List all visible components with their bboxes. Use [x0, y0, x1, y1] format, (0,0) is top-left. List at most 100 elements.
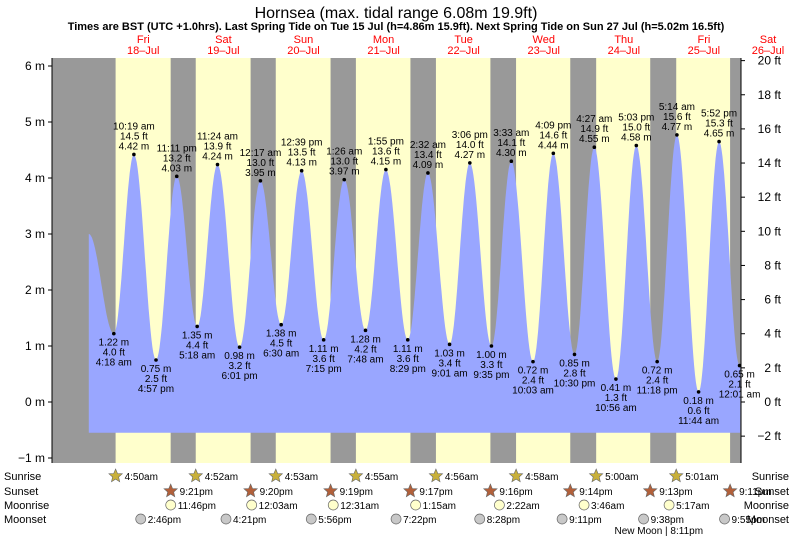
tide-height-m: 4.58 m: [621, 133, 652, 144]
high-tide-point: [342, 177, 347, 182]
tide-time: 12:17 am: [240, 148, 282, 159]
high-tide-point: [258, 179, 263, 183]
tide-time: 5:14 am: [659, 102, 695, 113]
tide-height-ft: 4.0 ft: [103, 348, 125, 359]
tide-time: 2:32 am: [410, 140, 446, 151]
high-tide-point: [299, 168, 304, 173]
tide-height-ft: 13.2 ft: [163, 153, 191, 164]
high-tide-point: [426, 171, 430, 175]
low-tide-label: 1.38 m4.5 ft6:30 am: [263, 329, 299, 360]
sunset-time: 9:17pm: [419, 487, 452, 498]
low-tide-point: [154, 358, 158, 362]
tide-height-ft: 2.4 ft: [646, 376, 668, 387]
tide-time: 4:57 pm: [138, 384, 174, 395]
low-tide-point: [531, 359, 535, 364]
tide-time: 4:09 pm: [535, 120, 571, 131]
tide-time: 3:06 pm: [452, 130, 488, 141]
tide-height-m: 4.03 m: [161, 163, 192, 174]
sunrise-icon: [588, 468, 604, 483]
sunset-time: 9:14pm: [579, 487, 612, 498]
sunset-icon: [163, 483, 179, 498]
right-tick-label: −2 ft: [757, 429, 781, 443]
right-tick-label: 4 ft: [764, 327, 781, 341]
right-tick-label: 8 ft: [764, 258, 781, 272]
moonset-time: 9:38pm: [651, 515, 684, 526]
high-tide-point: [717, 139, 721, 144]
tide-height-ft: 15.6 ft: [663, 112, 691, 123]
low-tide-label: 1.11 m3.6 ft7:15 pm: [306, 344, 342, 375]
tide-height-ft: 2.8 ft: [563, 368, 585, 379]
tide-time: 10:19 am: [113, 121, 155, 132]
tide-height-ft: 14.5 ft: [120, 131, 148, 142]
tide-height-m: 4.13 m: [286, 158, 317, 169]
tide-time: 7:48 am: [347, 354, 383, 365]
row-label-left: Sunset: [4, 486, 38, 498]
tide-height-m: 4.65 m: [704, 129, 735, 140]
day-date: 24–Jul: [608, 45, 640, 57]
moonset-icon: [474, 513, 486, 525]
low-tide-label: 1.03 m3.4 ft9:01 am: [431, 348, 467, 379]
sunset-time: 9:11pm: [739, 487, 772, 498]
tide-height-ft: 2.5 ft: [145, 374, 167, 385]
tide-height-ft: 3.3 ft: [480, 360, 502, 371]
tide-height-m: 0.72 m: [518, 366, 549, 377]
tide-time: 12:39 pm: [281, 138, 323, 149]
tide-time: 11:44 am: [678, 416, 719, 427]
tide-time: 11:24 am: [197, 132, 238, 143]
low-tide-label: 0.98 m3.2 ft6:01 pm: [221, 351, 257, 382]
tide-height-m: 1.28 m: [350, 334, 381, 345]
right-tick-label: 10 ft: [758, 224, 782, 238]
sunrise-icon: [268, 468, 284, 483]
low-tide-point: [447, 342, 452, 347]
right-tick-label: 0 ft: [764, 395, 781, 409]
tide-height-ft: 13.9 ft: [204, 142, 232, 153]
day-date: 22–Jul: [447, 45, 479, 57]
left-tick-label: 3 m: [25, 227, 45, 241]
tide-height-m: 4.30 m: [496, 148, 527, 159]
tide-height-ft: 14.9 ft: [580, 124, 608, 135]
moonset-icon: [305, 513, 317, 525]
tide-time: 7:15 pm: [306, 364, 342, 375]
tide-height-ft: 14.6 ft: [539, 130, 567, 141]
low-tide-point: [363, 328, 368, 333]
sunset-time: 9:20pm: [260, 487, 293, 498]
tide-time: 12:01 am: [719, 390, 761, 401]
day-name: Thu: [614, 34, 633, 46]
left-tick-label: 2 m: [25, 283, 45, 297]
tide-height-m: 1.11 m: [309, 344, 339, 355]
day-name: Mon: [373, 34, 394, 46]
tide-height-m: 0.98 m: [224, 351, 255, 362]
low-tide-label: 1.22 m4.0 ft4:18 am: [96, 338, 132, 369]
tide-height-ft: 2.1 ft: [728, 380, 750, 391]
tide-height-ft: 1.3 ft: [605, 393, 627, 404]
moonset-icon: [638, 513, 649, 525]
low-tide-label: 1.28 m4.2 ft7:48 am: [347, 334, 383, 365]
tide-height-ft: 15.3 ft: [705, 119, 733, 130]
sunrise-time: 5:00am: [605, 472, 638, 483]
row-label-left: Moonset: [4, 514, 46, 526]
day-date: 19–Jul: [207, 45, 239, 57]
high-tide-point: [675, 133, 679, 137]
tide-height-ft: 3.6 ft: [313, 354, 335, 365]
tide-height-ft: 13.6 ft: [372, 147, 400, 158]
tide-height-m: 4.24 m: [202, 152, 233, 163]
tide-height-m: 0.75 m: [141, 364, 172, 375]
left-tick-label: 0 m: [25, 395, 45, 409]
tide-height-m: 0.72 m: [642, 366, 673, 377]
tide-time: 10:30 pm: [554, 378, 596, 389]
moonset-time: 5:56pm: [318, 515, 351, 526]
tide-height-ft: 15.0 ft: [622, 123, 650, 134]
tide-height-m: 3.97 m: [329, 167, 360, 178]
moonset-time: 8:28pm: [487, 515, 520, 526]
